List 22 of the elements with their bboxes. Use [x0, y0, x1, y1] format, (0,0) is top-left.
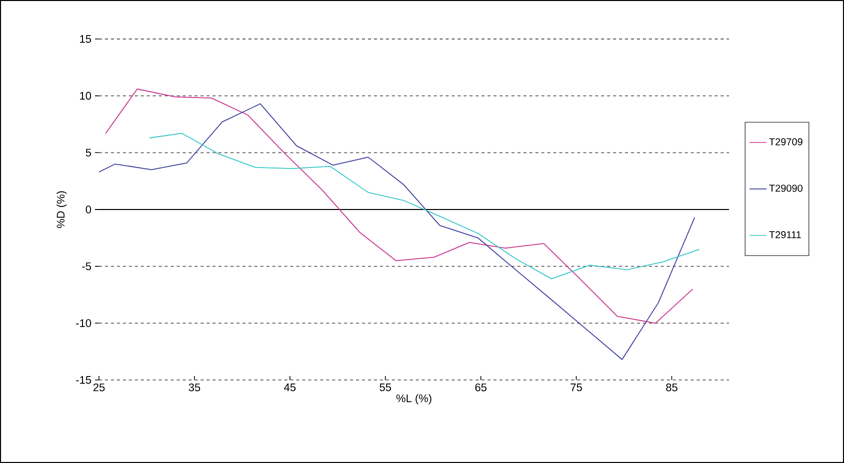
x-tick-label: 25 — [93, 384, 105, 392]
line-series — [99, 103, 696, 360]
line-series — [149, 132, 700, 280]
line-series — [105, 88, 694, 324]
y-tick-label: 15 — [80, 35, 92, 43]
x-tick-label: 85 — [666, 384, 678, 392]
legend-label: T29709 — [769, 138, 802, 146]
y-tick-label: 0 — [86, 206, 92, 214]
x-tick-label: 45 — [284, 384, 296, 392]
legend-label: T29111 — [769, 231, 801, 238]
x-tick-label: 55 — [380, 384, 392, 392]
x-tick-label: 35 — [188, 384, 200, 392]
y-axis-title: %D (%) — [56, 191, 67, 228]
x-axis-title: %L (%) — [396, 394, 432, 404]
y-tick-label: 10 — [80, 92, 92, 100]
y-tick-label: -15 — [76, 376, 92, 384]
y-tick-label: 5 — [86, 148, 92, 156]
x-tick-label: 65 — [475, 384, 486, 392]
y-tick-label: -10 — [76, 319, 92, 328]
legend-label: T29090 — [769, 184, 802, 192]
y-tick-label: -5 — [82, 262, 92, 270]
x-tick-label: 75 — [570, 384, 582, 392]
